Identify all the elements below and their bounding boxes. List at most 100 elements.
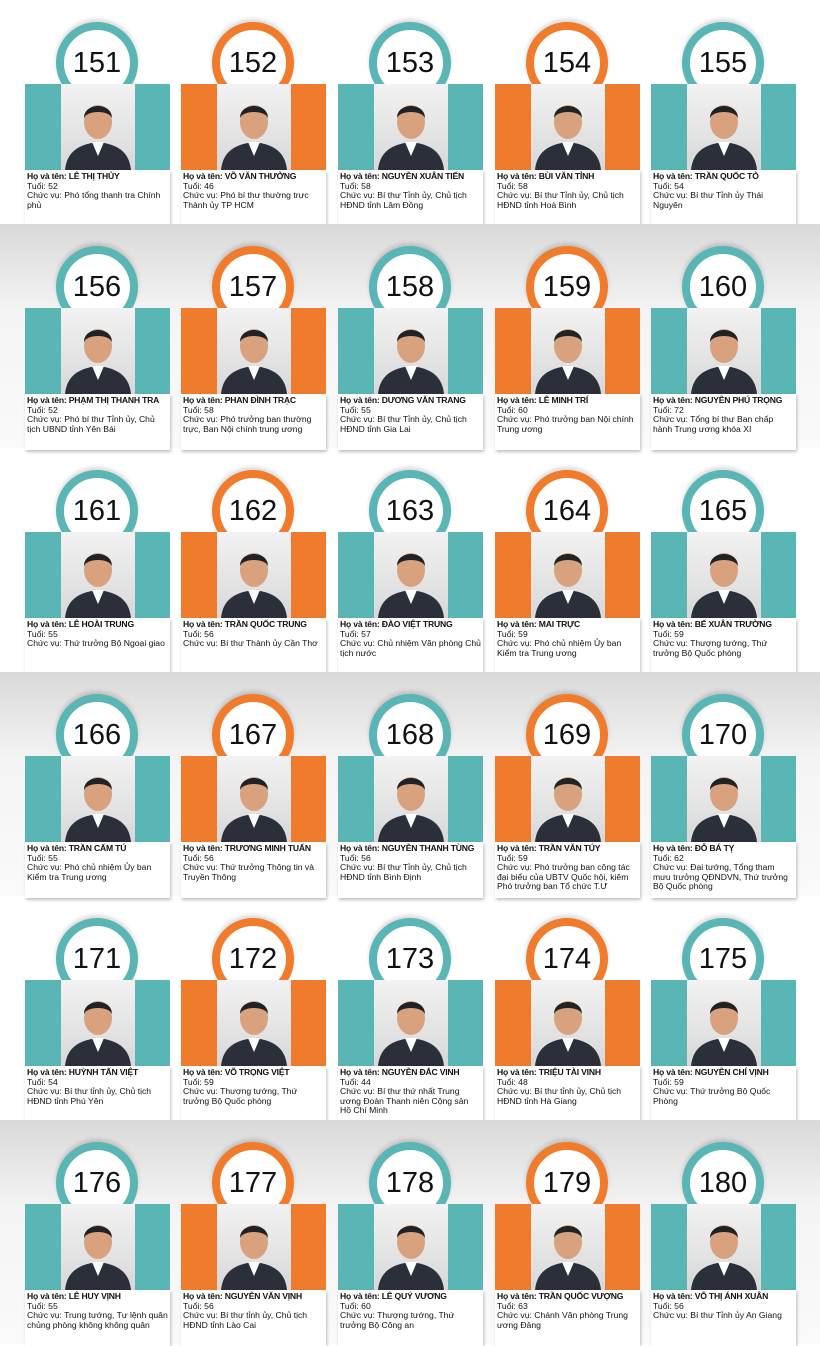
portrait xyxy=(374,980,448,1066)
portrait-silhouette xyxy=(691,777,757,842)
person-name: Họ và tên: LÊ QUÝ VƯƠNG xyxy=(340,1291,447,1301)
person-position: Chức vụ: Thượng tướng, Thứ trưởng Bộ Quố… xyxy=(183,1086,298,1106)
portrait xyxy=(687,980,761,1066)
photo-panel xyxy=(651,980,796,1066)
card-number: 162 xyxy=(228,495,278,527)
photo-panel xyxy=(651,1204,796,1290)
info-box: Họ và tên: LÊ HOÀI TRUNG Tuổi: 55 Chức vụ:… xyxy=(25,618,170,674)
person-age: Tuổi: 55 xyxy=(27,628,58,639)
portrait-silhouette xyxy=(65,553,131,618)
info-box: Họ và tên: MAI TRỰC Tuổi: 59 Chức vụ: Phó … xyxy=(495,618,640,674)
photo-panel xyxy=(338,532,483,618)
person-position: Chức vụ: Phó trưởng ban Nội chính Trung … xyxy=(497,414,634,434)
portrait xyxy=(687,1204,761,1290)
portrait xyxy=(531,532,605,618)
card-number: 172 xyxy=(228,943,278,975)
card-number: 157 xyxy=(228,271,278,303)
info-box: Họ và tên: LÊ HUY VỊNH Tuổi: 55 Chức vụ: T… xyxy=(25,1290,170,1346)
person-name: Họ và tên: BÙI VĂN TỈNH xyxy=(497,171,595,181)
info-box: Họ và tên: ĐỖ BÁ TỴ Tuổi: 62 Chức vụ: Đại … xyxy=(651,842,796,898)
portrait xyxy=(61,1204,135,1290)
portrait xyxy=(531,1204,605,1290)
portrait-silhouette xyxy=(221,1001,287,1066)
photo-panel xyxy=(25,532,170,618)
portrait xyxy=(61,308,135,394)
info-box: Họ và tên: VÕ TRỌNG VIỆT Tuổi: 59 Chức vụ:… xyxy=(181,1066,326,1122)
portrait-silhouette xyxy=(221,553,287,618)
portrait-silhouette xyxy=(65,329,131,394)
photo-panel xyxy=(651,532,796,618)
portrait-silhouette xyxy=(378,777,444,842)
portrait xyxy=(217,980,291,1066)
card-row: 161 Họ và tên: LÊ HOÀI TRUNG Tuổi: 55 Chức … xyxy=(0,448,820,674)
info-box: Họ và tên: NGUYỄN THANH TÙNG Tuổi: 56 Chức… xyxy=(338,842,483,898)
card-number: 169 xyxy=(542,719,592,751)
portrait-silhouette xyxy=(65,777,131,842)
person-name: Họ và tên: NGUYỄN XUÂN TIẾN xyxy=(340,171,464,181)
portrait xyxy=(61,84,135,170)
portrait xyxy=(531,980,605,1066)
card-number: 156 xyxy=(72,271,122,303)
photo-panel xyxy=(338,84,483,170)
person-name: Họ và tên: PHẠM THỊ THANH TRA xyxy=(27,395,160,405)
info-box: Họ và tên: NGUYỄN VĂN VỊNH Tuổi: 56 Chức v… xyxy=(181,1290,326,1346)
info-box: Họ và tên: NGUYỄN XUÂN TIẾN Tuổi: 58 Chức … xyxy=(338,170,483,226)
person-age: Tuổi: 56 xyxy=(653,1300,684,1311)
person-name: Họ và tên: VÕ THỊ ÁNH XUÂN xyxy=(653,1291,769,1301)
photo-panel xyxy=(181,84,326,170)
person-age: Tuổi: 56 xyxy=(183,628,214,639)
card-number: 173 xyxy=(385,943,435,975)
person-name: Họ và tên: NGUYỄN CHÍ VỊNH xyxy=(653,1067,769,1077)
photo-panel xyxy=(338,308,483,394)
person-age: Tuổi: 63 xyxy=(497,1300,528,1311)
person-position: Chức vụ: Bí thư tỉnh ủy, Chủ tịch HĐND t… xyxy=(183,1310,308,1330)
card-number: 159 xyxy=(542,271,592,303)
card-number: 178 xyxy=(385,1167,435,1199)
portrait xyxy=(61,532,135,618)
info-box: Họ và tên: LÊ QUÝ VƯƠNG Tuổi: 60 Chức vụ: … xyxy=(338,1290,483,1346)
person-name: Họ và tên: LÊ HOÀI TRUNG xyxy=(27,619,134,629)
card-number: 174 xyxy=(542,943,592,975)
info-box: Họ và tên: TRIỆU TÀI VINH Tuổi: 48 Chức vụ… xyxy=(495,1066,640,1122)
person-name: Họ và tên: TRIỆU TÀI VINH xyxy=(497,1067,601,1077)
photo-panel xyxy=(651,84,796,170)
portrait xyxy=(531,84,605,170)
portrait xyxy=(374,84,448,170)
card-number: 180 xyxy=(698,1167,748,1199)
photo-panel xyxy=(181,756,326,842)
card-number: 177 xyxy=(228,1167,278,1199)
portrait xyxy=(217,1204,291,1290)
portrait xyxy=(61,756,135,842)
info-box: Họ và tên: TRẦN QUỐC TỎ Tuổi: 54 Chức vụ: … xyxy=(651,170,796,226)
person-age: Tuổi: 59 xyxy=(497,628,528,639)
photo-panel xyxy=(25,980,170,1066)
card-row: 151 Họ và tên: LÊ THỊ THỦY Tuổi: 52 Chức vụ… xyxy=(0,0,820,226)
photo-panel xyxy=(338,1204,483,1290)
info-box: Họ và tên: NGUYỄN ĐẮC VINH Tuổi: 44 Chức v… xyxy=(338,1066,483,1122)
person-name: Họ và tên: VÕ VĂN THƯỞNG xyxy=(183,171,297,181)
person-position: Chức vụ: Bí thư Tỉnh ủy, Chủ tịch HĐND t… xyxy=(497,190,624,210)
portrait-silhouette xyxy=(378,553,444,618)
portrait-silhouette xyxy=(65,105,131,170)
person-position: Chức vụ: Tổng bí thư Ban chấp hành Trung… xyxy=(653,414,774,434)
person-position: Chức vụ: Bí thư Tỉnh ủy, Chủ tịch HĐND t… xyxy=(340,190,467,210)
photo-panel xyxy=(495,532,640,618)
person-position: Chức vụ: Phó tổng thanh tra Chính phủ xyxy=(27,190,161,210)
photo-panel xyxy=(181,308,326,394)
photo-panel xyxy=(651,756,796,842)
info-box: Họ và tên: DƯƠNG VĂN TRANG Tuổi: 55 Chức v… xyxy=(338,394,483,450)
person-name: Họ và tên: LÊ THỊ THỦY xyxy=(27,171,120,181)
card-number: 161 xyxy=(72,495,122,527)
card-row: 176 Họ và tên: LÊ HUY VỊNH Tuổi: 55 Chức vụ… xyxy=(0,1120,820,1346)
person-name: Họ và tên: LÊ MINH TRÍ xyxy=(497,395,589,405)
portrait-silhouette xyxy=(535,329,601,394)
person-age: Tuổi: 52 xyxy=(27,404,58,415)
portrait-silhouette xyxy=(691,329,757,394)
portrait xyxy=(687,84,761,170)
photo-panel xyxy=(25,308,170,394)
portrait-silhouette xyxy=(378,105,444,170)
person-age: Tuổi: 57 xyxy=(340,628,371,639)
person-position: Chức vụ: Bí thư Thành ủy Cần Thơ xyxy=(183,638,318,649)
photo-panel xyxy=(651,308,796,394)
person-age: Tuổi: 52 xyxy=(27,180,58,191)
